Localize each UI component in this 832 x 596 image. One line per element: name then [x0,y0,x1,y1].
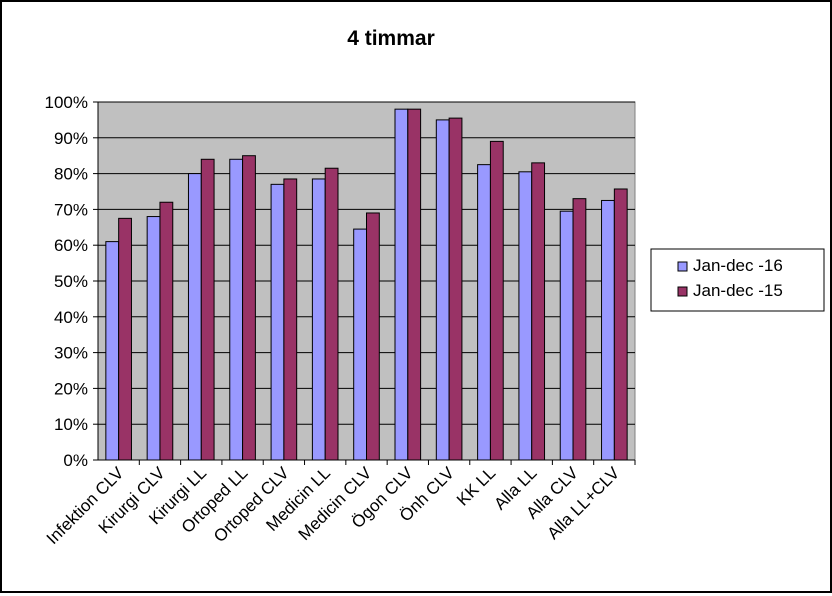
legend-box [650,248,825,312]
y-tick-label: 90% [54,129,88,148]
legend-label: Jan-dec -16 [693,256,783,275]
bar-jan-dec-16 [270,183,285,461]
bar-jan-dec-15 [407,108,422,461]
y-tick-label: 80% [54,165,88,184]
y-tick-label: 0% [63,451,88,470]
y-tick-label: 50% [54,272,88,291]
bar-jan-dec-15 [324,167,339,461]
bar-jan-dec-15 [531,162,546,461]
bar-jan-dec-16 [311,178,326,461]
bars [105,108,628,461]
y-tick-label: 60% [54,236,88,255]
bar-jan-dec-15 [489,140,504,461]
bar-jan-dec-15 [200,158,215,461]
bar-jan-dec-15 [118,217,132,461]
bar-jan-dec-16 [477,164,491,461]
y-tick-label: 100% [45,93,88,112]
bar-jan-dec-16 [353,228,367,461]
legend: Jan-dec -16 Jan-dec -15 [650,248,825,312]
bar-jan-dec-16 [394,108,409,461]
bar-jan-dec-15 [448,117,463,461]
bar-jan-dec-16 [146,216,161,461]
legend-swatch [677,286,688,297]
bar-jan-dec-16 [559,210,574,461]
y-tick-label: 70% [54,200,88,219]
chart-title: 4 timmar [347,27,435,50]
bar-jan-dec-16 [518,171,533,461]
bar-jan-dec-16 [229,158,244,461]
legend-swatch [677,261,688,272]
y-tick-label: 40% [54,308,88,327]
bar-jan-dec-15 [366,212,380,461]
bar-jan-dec-15 [159,201,174,461]
bar-jan-dec-15 [613,188,628,461]
y-tick-label: 20% [54,379,88,398]
legend-label: Jan-dec -15 [693,281,783,300]
bar-jan-dec-15 [572,198,587,461]
bar-jan-dec-16 [601,199,615,461]
y-tick-label: 10% [54,415,88,434]
bar-jan-dec-15 [283,178,298,461]
y-tick-label: 30% [54,344,88,363]
bar-jan-dec-16 [187,173,202,461]
bar-jan-dec-15 [242,155,256,461]
gridlines [98,101,635,425]
bar-jan-dec-16 [105,241,120,461]
bar-jan-dec-16 [435,119,450,461]
